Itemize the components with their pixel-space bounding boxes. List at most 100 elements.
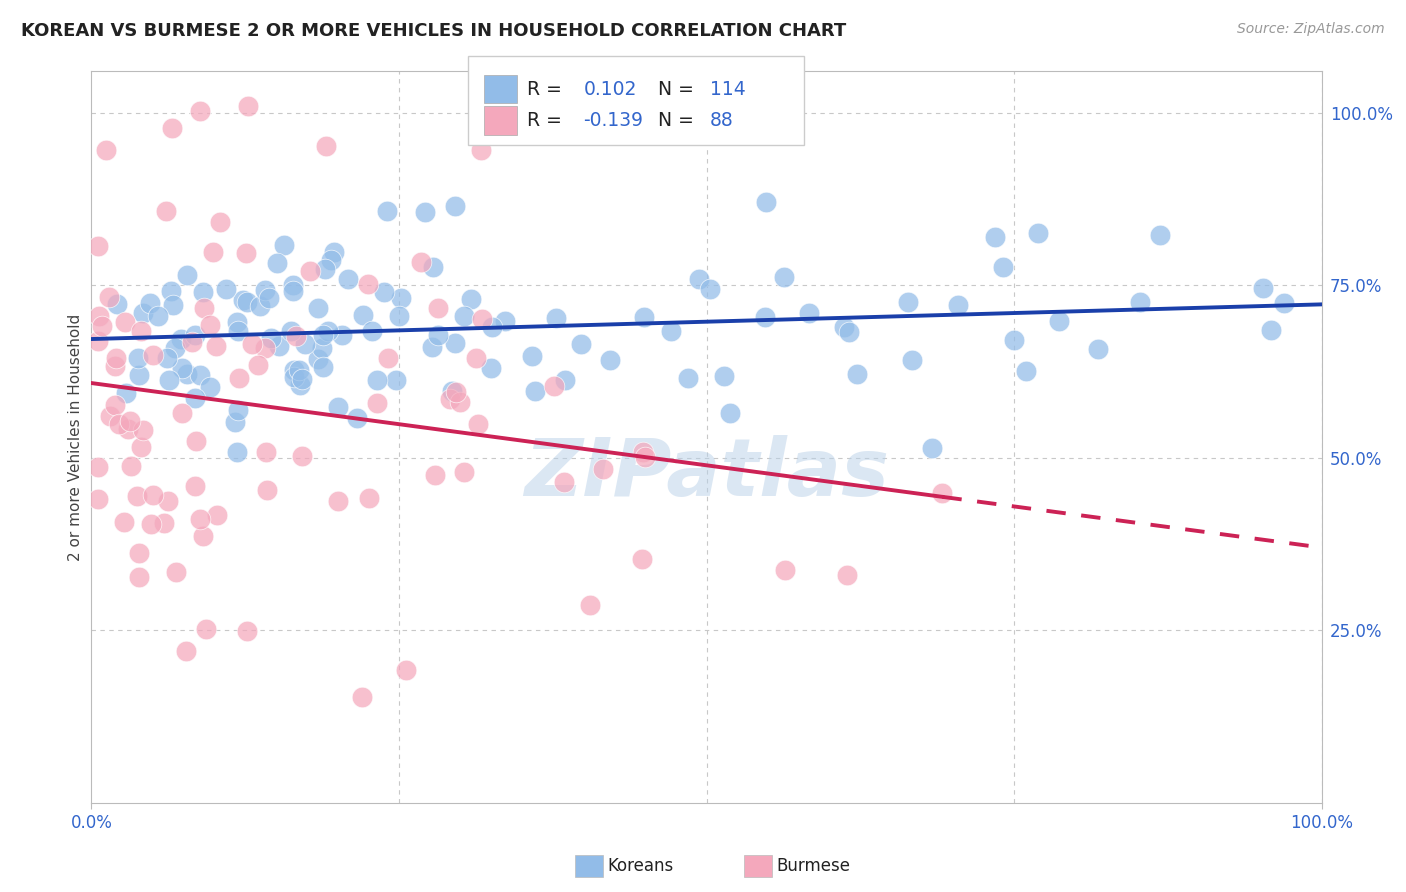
Point bbox=[283, 363, 305, 377]
Point bbox=[291, 372, 314, 386]
Point bbox=[172, 406, 194, 420]
Point bbox=[87, 309, 110, 323]
Point bbox=[162, 298, 184, 312]
Point bbox=[183, 391, 205, 405]
Point bbox=[592, 462, 614, 476]
Point bbox=[90, 318, 112, 333]
Point bbox=[132, 306, 155, 320]
Point bbox=[634, 450, 657, 464]
Point bbox=[155, 204, 177, 219]
Point bbox=[520, 349, 543, 363]
Point bbox=[897, 294, 920, 309]
Point bbox=[141, 488, 163, 502]
Point bbox=[142, 348, 165, 362]
Point bbox=[633, 310, 655, 325]
Point bbox=[236, 624, 259, 639]
Point bbox=[283, 284, 305, 298]
Point bbox=[385, 373, 408, 387]
Point bbox=[523, 384, 546, 398]
Point bbox=[235, 246, 257, 260]
Point bbox=[165, 565, 187, 579]
Point bbox=[946, 298, 969, 312]
Text: N =: N = bbox=[658, 79, 700, 99]
Point bbox=[253, 283, 276, 297]
Point bbox=[256, 483, 278, 497]
Point bbox=[226, 325, 249, 339]
Point bbox=[129, 440, 152, 454]
Point bbox=[449, 395, 471, 409]
Point bbox=[426, 328, 449, 343]
Point bbox=[467, 417, 489, 431]
Point bbox=[479, 360, 502, 375]
Point bbox=[186, 434, 208, 449]
Point bbox=[718, 406, 741, 420]
Point bbox=[205, 508, 228, 522]
Point bbox=[1274, 296, 1296, 310]
Point bbox=[267, 339, 290, 353]
Point bbox=[312, 360, 335, 375]
Point bbox=[318, 324, 340, 338]
Point bbox=[579, 598, 602, 612]
Point bbox=[160, 285, 183, 299]
Point bbox=[357, 491, 380, 505]
Point bbox=[312, 328, 335, 343]
Point bbox=[799, 305, 821, 319]
Point bbox=[205, 339, 228, 353]
Point bbox=[128, 368, 150, 382]
Point bbox=[775, 563, 797, 577]
Point bbox=[377, 351, 399, 365]
Point bbox=[631, 445, 654, 459]
Point bbox=[366, 396, 388, 410]
Point bbox=[444, 199, 467, 213]
Point bbox=[453, 309, 475, 323]
Point bbox=[226, 315, 249, 329]
Point bbox=[105, 351, 128, 365]
Point bbox=[554, 373, 576, 387]
Point bbox=[931, 486, 953, 500]
Point bbox=[1002, 333, 1025, 347]
Point bbox=[236, 295, 259, 310]
Point bbox=[352, 308, 374, 322]
Point bbox=[128, 570, 150, 584]
Point bbox=[423, 467, 446, 482]
Point bbox=[141, 516, 163, 531]
Point bbox=[299, 263, 322, 277]
Point bbox=[253, 341, 276, 355]
Point bbox=[1260, 323, 1282, 337]
Point bbox=[755, 195, 778, 210]
Point bbox=[659, 324, 682, 338]
Point bbox=[236, 99, 259, 113]
Point bbox=[314, 262, 336, 277]
Point bbox=[226, 403, 249, 417]
Point bbox=[184, 479, 207, 493]
Point bbox=[375, 203, 398, 218]
Point bbox=[321, 253, 343, 268]
Point bbox=[120, 458, 142, 473]
Point bbox=[191, 285, 214, 299]
Point bbox=[373, 285, 395, 299]
Point bbox=[439, 392, 461, 406]
Point bbox=[170, 332, 193, 346]
Point bbox=[413, 205, 436, 219]
Point bbox=[599, 353, 621, 368]
Point bbox=[307, 301, 329, 315]
Point bbox=[543, 379, 565, 393]
Point bbox=[183, 328, 205, 343]
Point bbox=[254, 445, 277, 459]
Point bbox=[422, 260, 444, 274]
Point bbox=[388, 309, 411, 323]
Point bbox=[838, 326, 860, 340]
Point bbox=[921, 442, 943, 456]
Point bbox=[1047, 314, 1070, 328]
Point bbox=[224, 415, 246, 429]
Point bbox=[176, 268, 198, 282]
Point bbox=[86, 492, 108, 507]
Point bbox=[194, 622, 217, 636]
Point bbox=[676, 371, 699, 385]
Text: Koreans: Koreans bbox=[607, 857, 673, 875]
Point bbox=[157, 373, 180, 387]
Point bbox=[465, 351, 488, 365]
Point bbox=[288, 363, 311, 377]
Point bbox=[280, 325, 302, 339]
Point bbox=[86, 238, 108, 252]
